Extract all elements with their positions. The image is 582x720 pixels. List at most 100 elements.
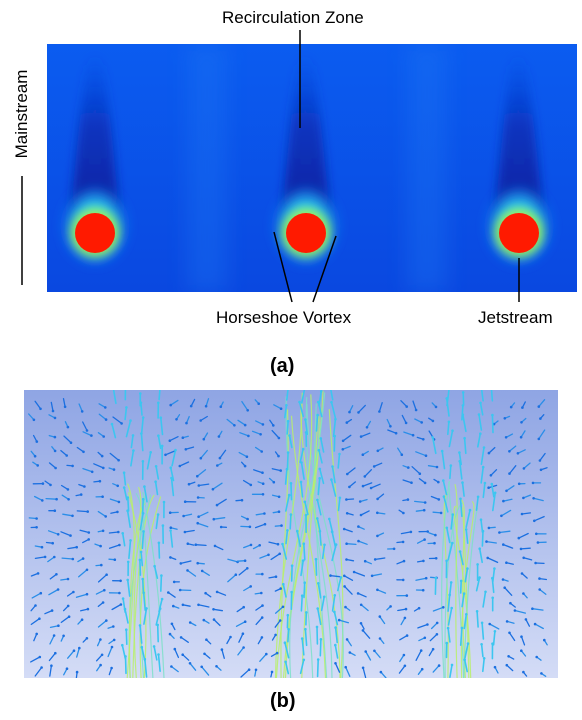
vector-head (279, 469, 282, 472)
vector-head (363, 475, 367, 478)
vector-head (78, 646, 81, 650)
velocity-vector (298, 401, 305, 418)
vector-head (120, 422, 123, 425)
vector-head (258, 544, 261, 547)
streamline (460, 499, 466, 678)
vector-head (186, 542, 190, 545)
vector-head (160, 597, 164, 601)
velocity-vector (238, 567, 248, 576)
vector-head (406, 498, 410, 501)
velocity-vector (317, 582, 322, 599)
vector-head (333, 594, 337, 597)
vector-head (535, 655, 538, 659)
velocity-vector (475, 576, 481, 592)
velocity-vector (476, 610, 479, 628)
vector-head (300, 461, 303, 464)
vector-head (56, 533, 60, 536)
vector-head (157, 541, 161, 545)
vector-head (345, 512, 349, 515)
velocity-vector (171, 449, 177, 467)
vector-head (521, 406, 524, 409)
vector-head (533, 519, 536, 523)
vector-head (491, 642, 494, 645)
vector-head (491, 596, 495, 600)
velocity-vector (200, 449, 208, 459)
vector-head (423, 538, 426, 541)
vector-head (112, 468, 116, 471)
vector-head (72, 590, 75, 594)
vector-head (215, 590, 219, 594)
velocity-vector (447, 607, 453, 626)
velocity-vector (336, 576, 342, 592)
horseshoe-leader-left (273, 231, 293, 303)
vector-head (35, 526, 38, 529)
vector-head (140, 432, 143, 435)
vector-head (532, 497, 535, 500)
vector-head (290, 590, 293, 594)
vector-head (202, 618, 206, 622)
velocity-vector (174, 648, 180, 659)
vector-head (341, 439, 345, 443)
streamline (128, 492, 147, 678)
velocity-vector (480, 390, 484, 402)
vector-head (85, 429, 89, 432)
vector-head (498, 531, 501, 534)
vector-head (274, 575, 278, 578)
velocity-vector (111, 603, 122, 611)
vector-head (219, 525, 223, 529)
velocity-vector (463, 613, 468, 630)
vector-head (302, 658, 306, 662)
velocity-vector (146, 451, 152, 470)
vector-head (56, 588, 60, 591)
vector-head (218, 456, 222, 460)
vector-head (461, 413, 465, 416)
vector-head (300, 594, 304, 597)
velocity-vector (141, 498, 144, 514)
velocity-vector (201, 570, 210, 576)
velocity-vector (160, 416, 164, 436)
vector-head (53, 509, 57, 512)
vector-head (458, 451, 461, 454)
velocity-vector (184, 529, 195, 533)
velocity-vector (330, 478, 337, 497)
vector-head (179, 562, 183, 565)
velocity-vector (373, 650, 381, 659)
velocity-vector (400, 531, 412, 535)
vector-head (303, 500, 307, 504)
vector-head (103, 588, 106, 592)
vector-head (394, 431, 398, 435)
vector-head (445, 559, 448, 563)
vector-head (117, 458, 120, 462)
vector-head (407, 466, 410, 469)
vector-head (215, 503, 219, 507)
vector-head (449, 464, 453, 467)
velocity-vector (95, 654, 103, 662)
velocity-vector (379, 615, 386, 625)
velocity-vector (302, 542, 306, 561)
vector-head (53, 555, 56, 559)
vector-head (508, 450, 511, 453)
vector-head (437, 498, 441, 501)
vector-head (66, 488, 70, 491)
vector-head (348, 651, 352, 654)
vector-head (334, 417, 337, 421)
vector-head (278, 619, 282, 622)
vector-head (187, 482, 191, 486)
velocity-vector (141, 578, 145, 594)
vector-head (537, 437, 541, 441)
vector-head (508, 631, 511, 635)
velocity-vector (402, 479, 413, 484)
velocity-vector (216, 591, 227, 596)
streamline (441, 480, 451, 678)
vector-head (277, 436, 281, 440)
vector-head (99, 663, 102, 667)
vector-head (87, 538, 90, 541)
velocity-vector (98, 413, 107, 421)
velocity-vector (441, 450, 446, 470)
velocity-vector (538, 399, 546, 408)
velocity-vector (371, 573, 383, 577)
velocity-vector (179, 461, 190, 467)
vector-head (418, 472, 422, 475)
vector-head (524, 618, 528, 621)
velocity-vector (111, 423, 117, 439)
